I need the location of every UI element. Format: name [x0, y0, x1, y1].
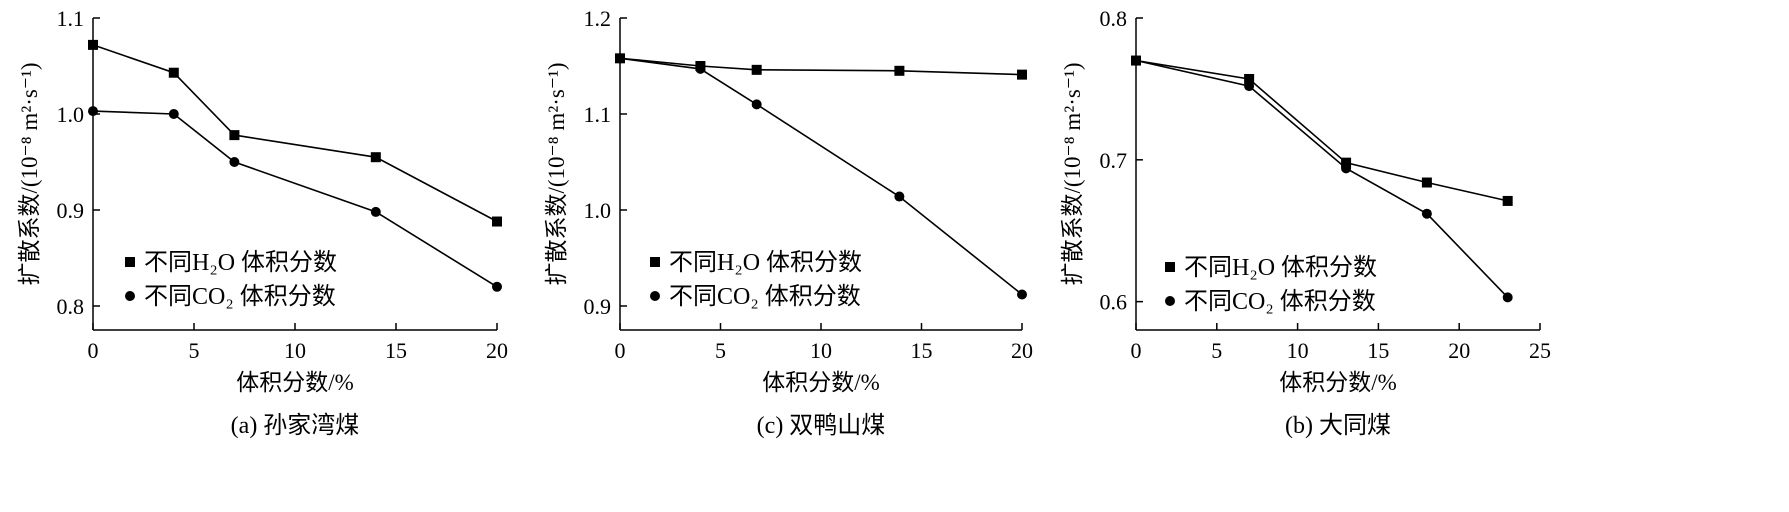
- legend-label: 不同H₂O 体积分数: [1184, 254, 1377, 281]
- x-tick-label: 15: [385, 338, 407, 363]
- data-point-circle: [1341, 163, 1352, 174]
- data-point-square: [370, 152, 381, 163]
- y-tick-label: 0.8: [1100, 6, 1128, 31]
- data-point-square: [894, 65, 905, 76]
- data-point-circle: [229, 157, 240, 167]
- y-tick-label: 0.9: [584, 294, 612, 319]
- data-point-circle: [88, 106, 98, 117]
- data-point-circle: [615, 53, 625, 64]
- series-line-0: [92, 44, 498, 223]
- data-point-circle: [492, 281, 502, 292]
- data-point-circle: [1131, 55, 1141, 66]
- x-tick-label: 5: [1211, 338, 1222, 363]
- legend-label: 不同CO₂ 体积分数: [1184, 288, 1376, 315]
- data-point-circle: [1017, 289, 1027, 300]
- data-point-square: [88, 39, 98, 50]
- x-tick-label: 20: [486, 338, 508, 363]
- legend-circle-marker: [1165, 296, 1175, 306]
- data-point-circle: [751, 99, 762, 110]
- chart-panel-2: 0 5 10 15 20 25 0.6 0.7 0.8 体积分数/% 扩散系数/(10⁻⁸ m²·s…: [1060, 6, 1551, 439]
- panel-caption: (a) 孙家湾煤: [231, 412, 360, 439]
- data-point-square: [1421, 177, 1432, 188]
- legend-circle-marker: [125, 291, 135, 301]
- legend-label: 不同H₂O 体积分数: [144, 249, 337, 276]
- x-tick-label: 15: [911, 338, 933, 363]
- panel-caption: (b) 大同煤: [1285, 412, 1391, 439]
- legend-square-marker: [1165, 262, 1175, 272]
- x-axis-title: 体积分数/%: [236, 370, 354, 395]
- data-point-circle: [695, 63, 706, 74]
- data-point-circle: [370, 206, 381, 217]
- legend-label: 不同CO₂ 体积分数: [144, 283, 336, 310]
- data-point-square: [229, 130, 240, 141]
- chart-panel-1: 0 5 10 15 20 0.9 1.0 1.1 1.2 体积分数/% 扩散系数/(10⁻⁸ m²·…: [544, 6, 1033, 439]
- x-axis-title: 体积分数/%: [1279, 370, 1397, 395]
- legend-label: 不同CO₂ 体积分数: [669, 283, 861, 310]
- data-point-square: [1244, 73, 1255, 84]
- data-point-square: [751, 64, 762, 75]
- y-tick-label: 0.9: [57, 198, 85, 223]
- x-tick-label: 5: [189, 338, 200, 363]
- x-tick-label: 20: [1448, 338, 1470, 363]
- data-point-square: [492, 216, 502, 227]
- x-tick-label: 0: [1131, 338, 1142, 363]
- legend-square-marker: [650, 257, 660, 267]
- data-point-circle: [1421, 208, 1432, 219]
- x-tick-label: 15: [1367, 338, 1389, 363]
- x-tick-label: 20: [1011, 338, 1033, 363]
- x-axis-title: 体积分数/%: [762, 370, 880, 395]
- x-tick-label: 0: [615, 338, 626, 363]
- y-tick-label: 1.1: [584, 102, 612, 127]
- x-tick-label: 0: [88, 338, 99, 363]
- chart-panel-0: 0 5 10 15 20 0.8 0.9 1.0 1.1 体积分数/% 扩散系数/(10⁻⁸ m²·…: [17, 6, 508, 439]
- data-point-circle: [894, 191, 905, 202]
- x-tick-label: 10: [810, 338, 832, 363]
- y-axis-title: 扩散系数/(10⁻⁸ m²·s⁻¹): [17, 62, 42, 285]
- data-point-circle: [168, 109, 179, 119]
- x-tick-label: 25: [1529, 338, 1551, 363]
- data-point-circle: [1502, 292, 1513, 303]
- y-axis-title: 扩散系数/(10⁻⁸ m²·s⁻¹): [544, 62, 569, 285]
- y-tick-label: 1.0: [57, 102, 85, 127]
- y-axis-title: 扩散系数/(10⁻⁸ m²·s⁻¹): [1060, 62, 1085, 285]
- panel-caption: (c) 双鸭山煤: [757, 412, 886, 439]
- y-tick-label: 1.2: [584, 6, 612, 31]
- y-tick-label: 0.7: [1100, 148, 1128, 173]
- x-tick-label: 5: [715, 338, 726, 363]
- legend-label: 不同H₂O 体积分数: [669, 249, 862, 276]
- y-tick-label: 1.1: [57, 6, 85, 31]
- data-point-square: [168, 67, 179, 78]
- x-tick-label: 10: [1287, 338, 1309, 363]
- series-line-0: [1135, 59, 1508, 202]
- x-tick-label: 10: [284, 338, 306, 363]
- y-tick-label: 0.6: [1100, 290, 1128, 315]
- legend-circle-marker: [650, 291, 660, 301]
- y-tick-label: 0.8: [57, 294, 85, 319]
- data-point-circle: [1244, 81, 1255, 92]
- data-point-square: [1017, 69, 1027, 80]
- y-tick-label: 1.0: [584, 198, 612, 223]
- data-point-square: [1502, 195, 1513, 206]
- legend-square-marker: [125, 257, 135, 267]
- data-point-square: [1341, 157, 1352, 168]
